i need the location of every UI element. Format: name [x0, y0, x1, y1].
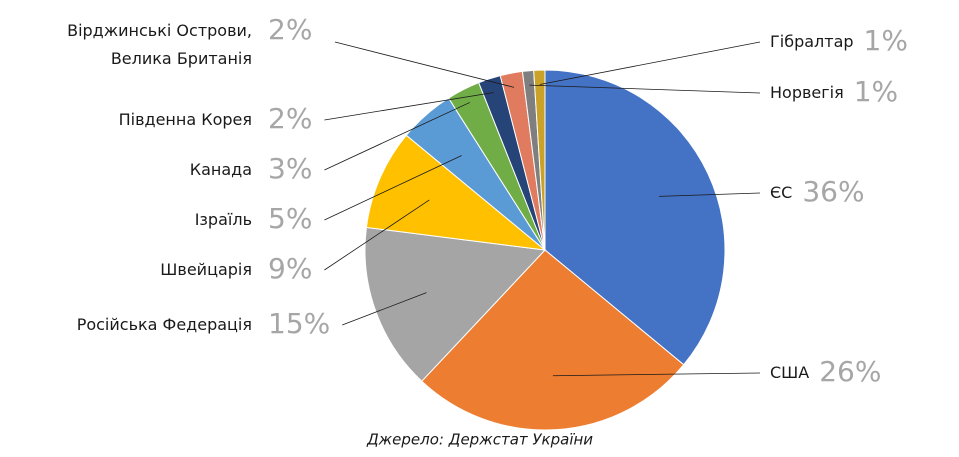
source-note: Джерело: Держстат України: [366, 431, 593, 449]
category-label: Південна Корея: [119, 110, 252, 129]
category-label: Гібралтар: [770, 32, 854, 51]
leader-line: [342, 292, 427, 326]
leader-line: [539, 41, 761, 85]
category-label: Вірджинські Острови, Велика Британія: [67, 21, 252, 68]
category-label: ЄС: [770, 183, 792, 202]
value-label: 15%: [268, 307, 330, 340]
value-label: 3%: [268, 152, 312, 185]
pie-slice: [421, 249, 685, 431]
leader-line: [324, 199, 430, 271]
pie-slice: [365, 134, 547, 251]
leader-line: [324, 92, 494, 121]
leader-line: [334, 41, 515, 88]
leader-line: [552, 372, 761, 377]
leader-line: [658, 192, 761, 197]
pie-slice: [544, 69, 726, 366]
value-label: 2%: [268, 13, 312, 46]
value-label: 9%: [268, 252, 312, 285]
value-label: 26%: [819, 355, 881, 388]
category-label: Канада: [190, 160, 252, 179]
leader-line: [324, 155, 462, 221]
category-label: США: [770, 363, 809, 382]
value-label: 1%: [864, 24, 908, 57]
value-label: 36%: [802, 175, 864, 208]
leader-line: [324, 102, 470, 171]
pie-slice: [364, 226, 547, 382]
category-label: Швейцарія: [160, 260, 252, 279]
leader-line: [529, 84, 761, 94]
value-label: 1%: [854, 75, 898, 108]
value-label: 2%: [268, 102, 312, 135]
category-label: Російська Федерація: [77, 315, 252, 334]
category-label: Норвегія: [770, 83, 844, 102]
category-label: Ізраїль: [195, 210, 252, 229]
value-label: 5%: [268, 202, 312, 235]
pie-slice: [533, 69, 546, 251]
